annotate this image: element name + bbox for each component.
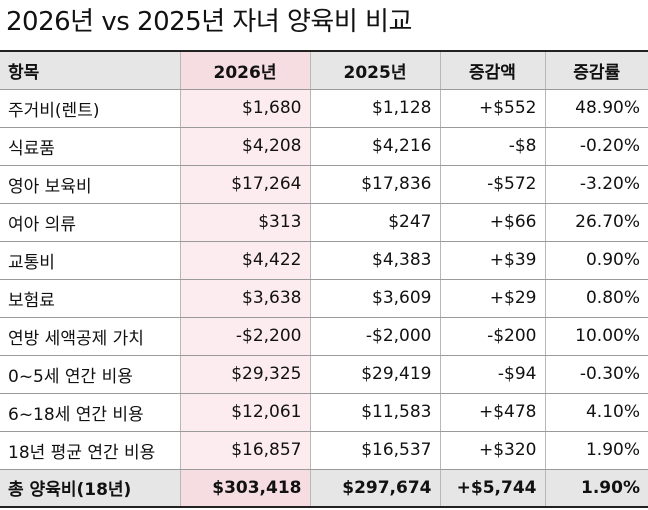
change-amount: +$478 — [439, 393, 545, 432]
table-row: 식료품 $4,208 $4,216 -$8 -0.20% — [0, 127, 648, 166]
value-2025: $3,609 — [309, 279, 440, 318]
value-2025: $4,383 — [309, 241, 440, 280]
change-rate: -0.30% — [544, 355, 648, 394]
table-row: 6~18세 연간 비용 $12,061 $11,583 +$478 4.10% — [0, 393, 648, 432]
item-label: 0~5세 연간 비용 — [0, 355, 180, 394]
value-2026: $12,061 — [179, 393, 310, 432]
change-rate: 26.70% — [544, 203, 648, 242]
change-amount: +$66 — [439, 203, 545, 242]
value-2026: $16,857 — [179, 431, 310, 470]
value-2026: $313 — [179, 203, 310, 242]
item-label: 보험료 — [0, 279, 180, 318]
change-amount: -$572 — [439, 165, 545, 204]
change-amount: +$29 — [439, 279, 545, 318]
change-amount: -$94 — [439, 355, 545, 394]
change-rate: -3.20% — [544, 165, 648, 204]
change-amount: +$5,744 — [439, 469, 545, 508]
change-amount: +$39 — [439, 241, 545, 280]
value-2025: $17,836 — [309, 165, 440, 204]
value-2026: $303,418 — [179, 469, 310, 508]
item-label: 총 양육비(18년) — [0, 469, 180, 508]
header-2026: 2026년 — [179, 51, 310, 90]
change-amount: -$200 — [439, 317, 545, 356]
item-label: 6~18세 연간 비용 — [0, 393, 180, 432]
total-row: 총 양육비(18년) $303,418 $297,674 +$5,744 1.90% — [0, 469, 648, 508]
header-item: 항목 — [0, 51, 180, 90]
value-2025: $11,583 — [309, 393, 440, 432]
change-rate: 10.00% — [544, 317, 648, 356]
change-amount: +$552 — [439, 89, 545, 128]
header-2025: 2025년 — [309, 51, 440, 90]
table-row: 교통비 $4,422 $4,383 +$39 0.90% — [0, 241, 648, 280]
change-amount: +$320 — [439, 431, 545, 470]
value-2025: $247 — [309, 203, 440, 242]
value-2026: $4,422 — [179, 241, 310, 280]
item-label: 18년 평균 연간 비용 — [0, 431, 180, 470]
value-2026: $17,264 — [179, 165, 310, 204]
change-rate: 1.90% — [544, 469, 648, 508]
change-rate: 0.90% — [544, 241, 648, 280]
value-2025: $1,128 — [309, 89, 440, 128]
table-row: 18년 평균 연간 비용 $16,857 $16,537 +$320 1.90% — [0, 431, 648, 470]
table-row: 영아 보육비 $17,264 $17,836 -$572 -3.20% — [0, 165, 648, 204]
item-label: 주거비(렌트) — [0, 89, 180, 128]
change-rate: 4.10% — [544, 393, 648, 432]
item-label: 연방 세액공제 가치 — [0, 317, 180, 356]
change-rate: 0.80% — [544, 279, 648, 318]
change-amount: -$8 — [439, 127, 545, 166]
table-row: 여아 의류 $313 $247 +$66 26.70% — [0, 203, 648, 242]
table-row: 연방 세액공제 가치 -$2,200 -$2,000 -$200 10.00% — [0, 317, 648, 356]
value-2025: $16,537 — [309, 431, 440, 470]
header-row: 항목 2026년 2025년 증감액 증감률 — [0, 51, 648, 90]
change-rate: -0.20% — [544, 127, 648, 166]
cost-comparison-table: 항목 2026년 2025년 증감액 증감률 주거비(렌트) $1,680 $1,1… — [0, 50, 648, 508]
page-title: 2026년 vs 2025년 자녀 양육비 비교 — [6, 7, 412, 37]
value-2025: -$2,000 — [309, 317, 440, 356]
value-2026: $4,208 — [179, 127, 310, 166]
value-2026: $1,680 — [179, 89, 310, 128]
change-rate: 1.90% — [544, 431, 648, 470]
value-2025: $29,419 — [309, 355, 440, 394]
header-change-rate: 증감률 — [544, 51, 648, 90]
table-row: 보험료 $3,638 $3,609 +$29 0.80% — [0, 279, 648, 318]
item-label: 식료품 — [0, 127, 180, 166]
value-2026: $3,638 — [179, 279, 310, 318]
value-2025: $4,216 — [309, 127, 440, 166]
header-change-amount: 증감액 — [439, 51, 545, 90]
item-label: 교통비 — [0, 241, 180, 280]
item-label: 여아 의류 — [0, 203, 180, 242]
change-rate: 48.90% — [544, 89, 648, 128]
table-row: 0~5세 연간 비용 $29,325 $29,419 -$94 -0.30% — [0, 355, 648, 394]
table-row: 주거비(렌트) $1,680 $1,128 +$552 48.90% — [0, 89, 648, 128]
value-2026: $29,325 — [179, 355, 310, 394]
value-2025: $297,674 — [309, 469, 440, 508]
item-label: 영아 보육비 — [0, 165, 180, 204]
value-2026: -$2,200 — [179, 317, 310, 356]
